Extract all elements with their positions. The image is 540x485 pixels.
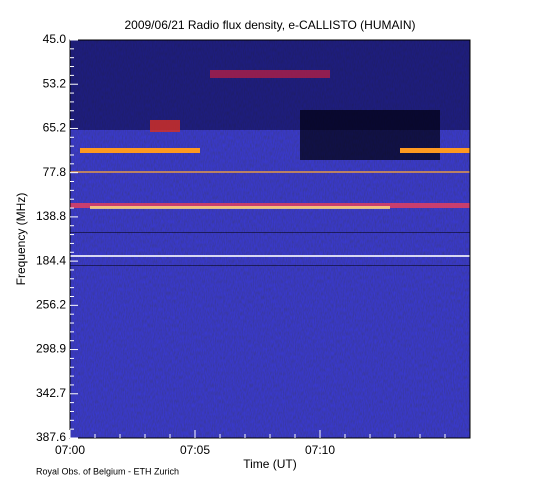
x-tick-label: 07:00 xyxy=(55,443,85,457)
y-tick-label: 342.7 xyxy=(36,386,66,400)
footer: Royal Obs. of Belgium - ETH Zurich xyxy=(36,466,179,476)
y-tick-label: 256.2 xyxy=(36,298,66,312)
y-tick-label: 138.8 xyxy=(36,209,66,223)
y-tick-label: 77.8 xyxy=(43,165,67,179)
x-tick-label: 07:05 xyxy=(180,443,210,457)
x-tick-label: 07:10 xyxy=(305,443,335,457)
chart-title: 2009/06/21 Radio flux density, e-CALLIST… xyxy=(124,18,415,32)
y-tick-label: 387.6 xyxy=(36,430,66,444)
spectrogram-image xyxy=(70,40,470,438)
y-tick-label: 184.4 xyxy=(36,253,66,267)
x-axis-label: Time (UT) xyxy=(243,457,297,471)
y-tick-label: 298.9 xyxy=(36,342,66,356)
y-tick-label: 53.2 xyxy=(43,76,67,90)
y-axis-label: Frequency (MHz) xyxy=(14,193,28,286)
y-tick-label: 45.0 xyxy=(43,32,67,46)
y-tick-label: 65.2 xyxy=(43,121,67,135)
